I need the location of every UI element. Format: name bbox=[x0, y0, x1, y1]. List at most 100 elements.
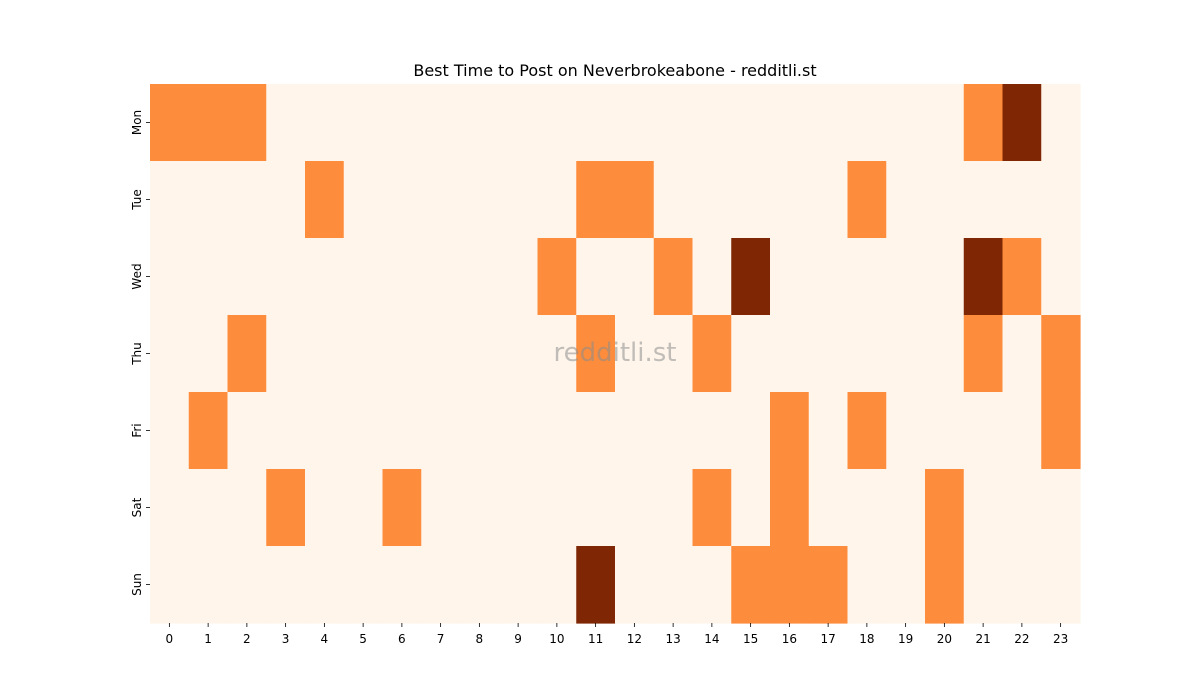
heatmap-cell-thu-23 bbox=[1041, 315, 1081, 393]
x-tick-label: 20 bbox=[937, 632, 952, 646]
heatmap-cell-thu-18 bbox=[847, 315, 887, 393]
x-tick-label: 6 bbox=[398, 632, 406, 646]
heatmap-cell-fri-6 bbox=[382, 392, 422, 470]
x-tick-label: 12 bbox=[627, 632, 642, 646]
heatmap-cell-fri-19 bbox=[886, 392, 926, 470]
heatmap-cell-fri-2 bbox=[227, 392, 267, 470]
x-tick-label: 18 bbox=[859, 632, 874, 646]
heatmap-cell-wed-3 bbox=[266, 238, 306, 316]
heatmap-cell-fri-8 bbox=[460, 392, 500, 470]
heatmap-cell-sun-23 bbox=[1041, 546, 1081, 624]
x-tick-label: 9 bbox=[514, 632, 522, 646]
heatmap-cell-thu-13 bbox=[653, 315, 694, 393]
x-tick-label: 14 bbox=[704, 632, 719, 646]
heatmap-cell-wed-6 bbox=[382, 238, 422, 316]
heatmap-cell-tue-19 bbox=[886, 161, 926, 239]
heatmap-cell-fri-1 bbox=[188, 392, 229, 470]
heatmap-cell-mon-11 bbox=[576, 84, 616, 162]
heatmap-cells bbox=[150, 84, 1081, 624]
heatmap-cell-sun-3 bbox=[266, 546, 306, 624]
heatmap-cell-tue-4 bbox=[305, 161, 345, 239]
heatmap-cell-fri-12 bbox=[615, 392, 655, 470]
x-tick-label: 11 bbox=[588, 632, 603, 646]
heatmap-cell-wed-15 bbox=[731, 238, 771, 316]
heatmap-cell-tue-12 bbox=[615, 161, 655, 239]
heatmap-cell-sun-12 bbox=[615, 546, 655, 624]
heatmap-cell-thu-12 bbox=[615, 315, 655, 393]
heatmap-cell-sun-18 bbox=[847, 546, 887, 624]
heatmap-cell-mon-20 bbox=[925, 84, 965, 162]
heatmap-cell-thu-6 bbox=[382, 315, 422, 393]
heatmap-cell-thu-16 bbox=[770, 315, 810, 393]
heatmap-cell-sat-22 bbox=[1002, 469, 1042, 547]
heatmap-cell-wed-21 bbox=[963, 238, 1004, 316]
heatmap-cell-mon-12 bbox=[615, 84, 655, 162]
heatmap-cell-sat-2 bbox=[227, 469, 267, 547]
heatmap-cell-wed-10 bbox=[537, 238, 577, 316]
y-tick-label: Fri bbox=[130, 423, 144, 437]
heatmap-cell-thu-17 bbox=[808, 315, 849, 393]
heatmap-cell-thu-10 bbox=[537, 315, 577, 393]
y-tick-label: Sun bbox=[130, 573, 144, 596]
heatmap-cell-fri-7 bbox=[421, 392, 461, 470]
heatmap-cell-thu-3 bbox=[266, 315, 306, 393]
heatmap-cell-sat-6 bbox=[382, 469, 422, 547]
heatmap-cell-wed-23 bbox=[1041, 238, 1081, 316]
heatmap-cell-mon-7 bbox=[421, 84, 461, 162]
watermark-text: redditli.st bbox=[554, 338, 677, 368]
heatmap-cell-fri-15 bbox=[731, 392, 771, 470]
heatmap-cell-sun-4 bbox=[305, 546, 345, 624]
heatmap-cell-thu-19 bbox=[886, 315, 926, 393]
heatmap-cell-sun-14 bbox=[692, 546, 732, 624]
x-tick-label: 16 bbox=[782, 632, 797, 646]
heatmap-cell-mon-15 bbox=[731, 84, 771, 162]
chart-title: Best Time to Post on Neverbrokeabone - r… bbox=[413, 61, 816, 80]
heatmap-cell-mon-23 bbox=[1041, 84, 1081, 162]
heatmap-cell-mon-3 bbox=[266, 84, 306, 162]
y-tick-label: Wed bbox=[130, 263, 144, 289]
heatmap-cell-wed-8 bbox=[460, 238, 500, 316]
heatmap-cell-mon-6 bbox=[382, 84, 422, 162]
y-tick-label: Thu bbox=[130, 342, 144, 366]
heatmap-cell-wed-20 bbox=[925, 238, 965, 316]
heatmap-cell-sun-11 bbox=[576, 546, 616, 624]
x-tick-label: 4 bbox=[321, 632, 329, 646]
x-tick-label: 23 bbox=[1053, 632, 1068, 646]
heatmap-cell-sun-10 bbox=[537, 546, 577, 624]
heatmap-cell-mon-18 bbox=[847, 84, 887, 162]
heatmap-cell-tue-20 bbox=[925, 161, 965, 239]
heatmap-cell-sat-9 bbox=[498, 469, 539, 547]
x-tick-label: 2 bbox=[243, 632, 251, 646]
heatmap-cell-mon-0 bbox=[150, 84, 190, 162]
heatmap-cell-sun-22 bbox=[1002, 546, 1042, 624]
heatmap-cell-sun-17 bbox=[808, 546, 849, 624]
heatmap-cell-mon-2 bbox=[227, 84, 267, 162]
heatmap-cell-sun-15 bbox=[731, 546, 771, 624]
heatmap-cell-thu-20 bbox=[925, 315, 965, 393]
heatmap-cell-wed-1 bbox=[188, 238, 229, 316]
y-tick-label: Sat bbox=[130, 497, 144, 517]
heatmap-cell-fri-0 bbox=[150, 392, 190, 470]
heatmap-cell-sun-1 bbox=[188, 546, 229, 624]
heatmap-cell-tue-5 bbox=[343, 161, 384, 239]
heatmap-cell-wed-7 bbox=[421, 238, 461, 316]
y-tick-label: Mon bbox=[130, 110, 144, 135]
heatmap-cell-sat-21 bbox=[963, 469, 1004, 547]
heatmap-cell-mon-13 bbox=[653, 84, 694, 162]
heatmap-cell-fri-16 bbox=[770, 392, 810, 470]
heatmap-cell-tue-23 bbox=[1041, 161, 1081, 239]
heatmap-cell-sun-9 bbox=[498, 546, 539, 624]
heatmap-cell-sun-8 bbox=[460, 546, 500, 624]
heatmap-cell-thu-2 bbox=[227, 315, 267, 393]
y-tick-label: Tue bbox=[130, 189, 144, 211]
heatmap-cell-sat-7 bbox=[421, 469, 461, 547]
heatmap-cell-thu-5 bbox=[343, 315, 384, 393]
heatmap-cell-mon-8 bbox=[460, 84, 500, 162]
heatmap-cell-mon-14 bbox=[692, 84, 732, 162]
heatmap-cell-mon-10 bbox=[537, 84, 577, 162]
heatmap-cell-wed-19 bbox=[886, 238, 926, 316]
heatmap-cell-wed-4 bbox=[305, 238, 345, 316]
heatmap-cell-mon-17 bbox=[808, 84, 849, 162]
heatmap-cell-fri-10 bbox=[537, 392, 577, 470]
x-tick-label: 7 bbox=[437, 632, 445, 646]
